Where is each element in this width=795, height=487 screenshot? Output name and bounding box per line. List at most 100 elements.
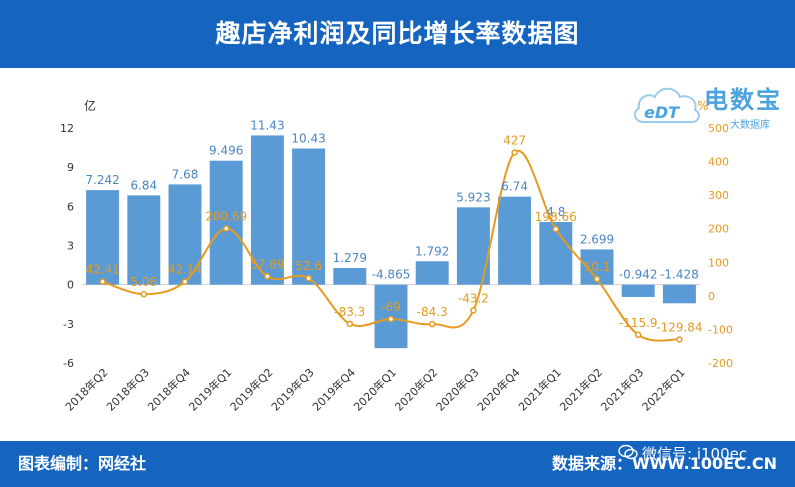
line-point-yoy bbox=[181, 278, 189, 285]
line-point-yoy bbox=[387, 315, 395, 323]
line-data-label: -115.9 bbox=[619, 316, 658, 330]
x-tick-label: 2018年Q4 bbox=[145, 365, 194, 414]
logo-badge: eDT bbox=[644, 103, 680, 122]
footer-source-right: 数据来源：WWW.100EC.CN bbox=[551, 454, 777, 473]
line-data-label: 198.66 bbox=[535, 210, 577, 224]
brand-logo: eDT 电数宝 大数据库 bbox=[630, 76, 790, 136]
line-data-label: 57.89 bbox=[250, 257, 284, 271]
x-tick-label: 2019年Q1 bbox=[186, 365, 235, 414]
line-data-label: -43.2 bbox=[458, 291, 489, 305]
bar-data-label: 10.43 bbox=[291, 131, 325, 145]
bar-net-profit bbox=[86, 190, 120, 285]
cloud-icon: eDT bbox=[633, 87, 700, 124]
y-left-tick-label: 3 bbox=[67, 240, 74, 253]
bar-data-label: -4.865 bbox=[372, 268, 411, 282]
line-point-yoy bbox=[676, 336, 683, 343]
y-right-tick-label: -100 bbox=[708, 323, 733, 336]
wechat-icon bbox=[618, 444, 638, 460]
wechat-watermark: 微信号: i100ec bbox=[618, 441, 788, 463]
header-bar: 趣店净利润及同比增长率数据图 bbox=[0, 0, 795, 68]
line-data-label: -129.84 bbox=[656, 320, 702, 334]
footer-source-left: 图表编制：网经社 bbox=[18, 454, 147, 473]
line-point-yoy bbox=[99, 278, 106, 285]
x-tick-label: 2019年Q3 bbox=[268, 365, 317, 414]
x-tick-label: 2020年Q4 bbox=[474, 365, 523, 414]
y-right-tick-label: 0 bbox=[708, 290, 715, 303]
bar-net-profit bbox=[292, 148, 326, 285]
line-yoy-growth bbox=[102, 149, 680, 342]
bar-data-label: 1.792 bbox=[415, 244, 449, 258]
y-left-tick-label: -3 bbox=[63, 318, 74, 331]
x-tick-label: 2018年Q2 bbox=[62, 365, 111, 414]
bar-net-profit bbox=[250, 135, 284, 285]
line-point-yoy bbox=[305, 274, 312, 282]
x-tick-label: 2022年Q1 bbox=[639, 365, 688, 414]
line-data-label: 5.08 bbox=[130, 275, 157, 289]
page-title: 趣店净利润及同比增长率数据图 bbox=[215, 19, 580, 48]
x-tick-label: 2021年Q1 bbox=[515, 365, 564, 414]
line-data-label: 427 bbox=[503, 134, 526, 148]
bar-net-profit bbox=[662, 284, 696, 304]
line-point-yoy bbox=[634, 331, 642, 339]
x-tick-label: 2021年Q3 bbox=[598, 365, 647, 414]
x-tick-label: 2019年Q4 bbox=[309, 365, 358, 414]
bar-net-profit bbox=[127, 195, 161, 285]
bar-net-profit bbox=[415, 261, 449, 285]
bar-data-label: 2.699 bbox=[580, 232, 614, 246]
y-right-tick-label: -200 bbox=[708, 357, 733, 370]
chart-area: 亿% 12 9 6 3 0 -3 -6 500 400 300 200 100 0 -100 -200 7.24… bbox=[0, 68, 795, 441]
y-left-tick-label: 12 bbox=[60, 122, 74, 135]
line-data-label: 42.41 bbox=[85, 263, 119, 277]
line-point-yoy bbox=[511, 149, 518, 156]
bar-net-profit bbox=[621, 284, 655, 297]
bar-data-label: 7.68 bbox=[172, 167, 199, 181]
y-left-tick-label: 9 bbox=[67, 161, 74, 174]
bar-data-label: -1.428 bbox=[660, 268, 699, 282]
line-point-yoy bbox=[470, 307, 477, 314]
line-data-label: -69 bbox=[381, 300, 401, 314]
y-right-unit: % bbox=[697, 99, 708, 113]
bar-data-label: 6.74 bbox=[501, 180, 528, 194]
y-left-tick-label: -6 bbox=[63, 357, 74, 370]
x-tick-label: 2020年Q1 bbox=[351, 365, 400, 414]
bar-data-label: 5.923 bbox=[456, 190, 490, 204]
line-data-label: 42.14 bbox=[168, 263, 202, 277]
bar-data-label: 11.43 bbox=[250, 118, 284, 132]
logo-brand-text: 电数宝 bbox=[704, 86, 782, 114]
y-right-tick-label: 500 bbox=[708, 122, 729, 135]
bar-data-label: 9.496 bbox=[209, 144, 243, 158]
y-right-tick-label: 300 bbox=[708, 189, 729, 202]
line-point-yoy bbox=[593, 275, 601, 283]
y-right-tick-label: 400 bbox=[708, 156, 729, 169]
bar-data-label: 7.242 bbox=[85, 173, 119, 187]
y-right-tick-label: 200 bbox=[708, 223, 729, 236]
line-point-yoy bbox=[428, 320, 436, 328]
bar-data-label: 4.8 bbox=[546, 205, 565, 219]
footer-bar: 图表编制：网经社 数据来源：WWW.100EC.CN bbox=[0, 441, 795, 487]
x-tick-label: 2019年Q2 bbox=[227, 365, 276, 414]
line-point-yoy bbox=[140, 290, 148, 298]
x-tick-label: 2021年Q2 bbox=[557, 365, 606, 414]
line-point-yoy bbox=[552, 225, 560, 233]
bar-net-profit bbox=[539, 222, 573, 285]
bar-net-profit bbox=[498, 196, 532, 285]
line-data-label: 200.69 bbox=[205, 209, 247, 223]
y-left-tick-label: 0 bbox=[67, 279, 74, 292]
x-tick-label: 2020年Q3 bbox=[433, 365, 482, 414]
y-left-unit: 亿 bbox=[84, 98, 96, 113]
line-data-label: -84.3 bbox=[417, 305, 448, 319]
bar-net-profit bbox=[333, 267, 367, 285]
line-data-label: -83.3 bbox=[334, 305, 365, 319]
x-tick-label: 2018年Q3 bbox=[103, 365, 152, 414]
chart-svg: 亿 % 12 9 6 3 0 -3 -6 500 400 300 200 100 0 -100 -200 7.24… bbox=[60, 98, 733, 414]
bar-data-label: 1.279 bbox=[333, 251, 367, 265]
logo-sub-text: 大数据库 bbox=[730, 120, 770, 131]
line-point-yoy bbox=[264, 273, 271, 280]
bar-net-profit bbox=[209, 160, 243, 285]
line-point-yoy bbox=[222, 225, 230, 232]
x-tick-label: 2020年Q2 bbox=[392, 365, 441, 414]
line-data-label: 52.6 bbox=[295, 259, 322, 273]
y-left-tick-label: 6 bbox=[67, 200, 74, 213]
y-right-tick-label: 100 bbox=[708, 256, 729, 269]
line-point-yoy bbox=[346, 320, 354, 328]
